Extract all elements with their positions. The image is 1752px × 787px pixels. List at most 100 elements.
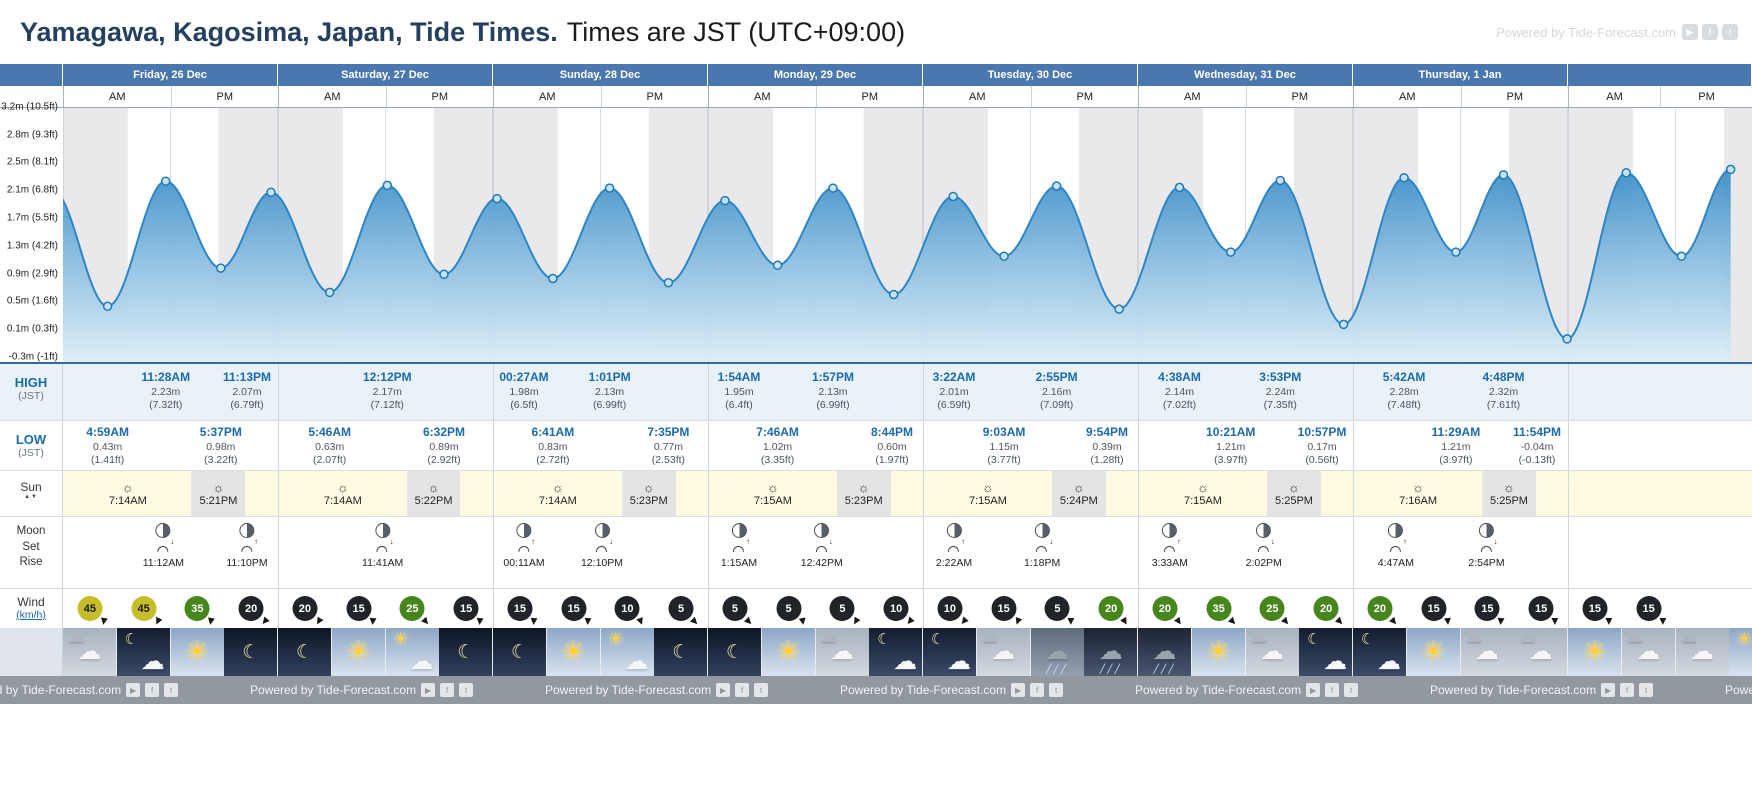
footer-social-icon-1[interactable]: ▶ [126,683,141,697]
wind-badge: 25 ▶ [399,596,433,627]
moon-set-entry: ↓ 11:41AM [362,523,403,569]
low-tide-entry: 9:03AM 1.15m (3.77ft) [983,425,1026,468]
wind-direction-arrow: ▶ [206,617,218,626]
footer-social-icon-3[interactable]: t [164,683,179,697]
sunset-time: 5:21PM [199,494,238,507]
col-am-label: AM [1354,86,1462,107]
sunrise-entry: ☼ 7:15AM [961,471,1015,516]
wind-badge: 45 ▶ [131,596,164,627]
wind-speed: 20 [1319,602,1333,615]
footer-social-icon-3[interactable]: t [1639,683,1654,697]
footer-social-icon-2[interactable]: f [1325,683,1340,697]
footer-brand-text[interactable]: Powered by Tide-Forecast.com [840,683,1007,697]
day-separator [1568,517,1569,588]
tide-curve-svg [63,108,1752,362]
y-axis-label: 2.5m (8.1ft) [6,156,58,168]
low-tide-entry: 5:37PM 0.98m (3.22ft) [200,425,242,468]
wind-direction-arrow: ▶ [1550,618,1561,625]
social-icon-2[interactable]: f [1702,24,1718,40]
wind-direction-arrow: ▶ [958,615,971,628]
col-am-label: AM [64,86,172,107]
moon-time: 12:10PM [580,557,623,569]
wind-direction-arrow: ▶ [313,616,326,628]
wind-speed: 15 [997,602,1010,615]
footer-brand-text[interactable]: Powered by Tide-Forecast.com [545,683,712,697]
social-icon-1[interactable]: ▶ [1682,24,1698,40]
day-separator [708,471,709,516]
wind-badge: 5 ▶ [829,596,863,627]
tide-time: 4:48PM [1482,370,1525,384]
footer-brand-text[interactable]: Powered by Tide-Forecast.com [0,683,122,697]
footer-brand-text[interactable]: Powered by Tide-Forecast.com [1430,683,1597,697]
footer-social-icon-1[interactable]: ▶ [421,683,436,697]
footer-social-icon-1[interactable]: ▶ [1306,683,1321,697]
footer-social-icon-3[interactable]: t [1344,683,1359,697]
moon-set-entry: ↓ 12:42PM [801,523,843,569]
footer-brand-text[interactable]: Powered by Tide-Forecast.com [1135,683,1302,697]
powered-by-text[interactable]: Powered by Tide-Forecast.com [1496,24,1676,40]
tide-height-m: 1.02m [762,440,793,453]
moon-time: 2:54PM [1468,557,1505,569]
wind-badge: 15 ▶ [1528,596,1561,625]
y-axis-label: 1.3m (4.2ft) [6,240,58,252]
wind-badge: 15 ▶ [1474,596,1507,625]
tide-height-m: 0.89m [429,440,459,453]
day-header-5: Wednesday, 31 Dec [1138,64,1353,86]
footer-social-icon-3[interactable]: t [754,683,769,697]
footer-social-icon-3[interactable]: t [1049,683,1064,697]
tide-height-m: 0.43m [93,440,123,453]
weather-icon-cloudy: ☁ ☁ [1621,628,1676,676]
footer-social-icon-2[interactable]: f [735,683,750,697]
footer-brand-text[interactable]: Powered by Tide-Forecast.com [1725,683,1752,697]
tide-height-ft: (7.48ft) [1387,399,1421,412]
moon-set-label: Set [22,540,40,553]
sunrise-entry: ☼ 7:14AM [101,471,155,516]
tide-height-m: 2.01m [939,385,969,398]
sunrise-entry: ☼ 7:14AM [531,471,585,516]
footer-social-icon-1[interactable]: ▶ [1011,683,1026,697]
moon-phase-icon [375,523,391,538]
low-tide-entry: 7:35PM 0.77m (2.53ft) [647,425,689,468]
footer-social-icon-2[interactable]: f [1030,683,1045,697]
wind-direction-arrow: ▶ [1334,615,1347,628]
footer-social-icon-2[interactable]: f [440,683,455,697]
sun-label: Sun [20,480,42,494]
tide-time: 1:54AM [717,370,761,384]
footer-brand-text[interactable]: Powered by Tide-Forecast.com [250,683,417,697]
footer-social-icon-1[interactable]: ▶ [1601,683,1616,697]
col-pm-label: PM [1291,90,1309,103]
moon-rise-entry: ↑ 1:15AM [721,523,757,569]
wind-unit-link[interactable]: (km/h) [16,609,46,621]
wind-badge: 15 ▶ [507,596,540,625]
sunrise-icon: ☼ [1196,479,1209,495]
moon-rise-icon: ↑ [238,537,258,552]
footer-social-icon-1[interactable]: ▶ [716,683,731,697]
wind-direction-arrow: ▶ [1658,618,1669,625]
footer-brand[interactable]: Powered by Tide-Forecast.com ▶ ft [0,676,179,704]
moon-row-label-cell: Moon Set Rise [0,517,63,588]
col-am-label: AM [924,86,1032,107]
wind-badge: 35 ▶ [184,596,217,626]
social-icon-3[interactable]: t [1722,24,1738,40]
wind-speed: 45 [137,602,150,615]
moon-cells: ↓ 11:12AM ↑ 11:10PM ↓ 11:41AM ↑ 00:11AM ↓ 12:10PM… [63,517,1752,588]
low-tide-entry: 4:59AM 0.43m (1.41ft) [86,425,129,468]
footer-social-icon-2[interactable]: f [145,683,160,697]
day-separator [708,517,709,588]
sunrise-time: 7:14AM [538,494,577,507]
sunset-icon: ☼ [1288,479,1300,495]
footer-social-icon-3[interactable]: t [459,683,474,697]
footer-social-icon-2[interactable]: f [1620,683,1635,697]
footer-brand[interactable]: Powered by Tide-Forecast.com▶ft [1725,676,1752,704]
wind-direction-arrow: ▶ [152,616,165,627]
tide-height-ft: (7.32ft) [149,399,183,412]
sunrise-entry: ☼ 7:16AM [1391,471,1445,516]
wind-badge: 20 ▶ [292,596,325,627]
tide-height-ft: (7.02ft) [1162,399,1197,412]
tide-time: 8:44PM [870,425,914,439]
